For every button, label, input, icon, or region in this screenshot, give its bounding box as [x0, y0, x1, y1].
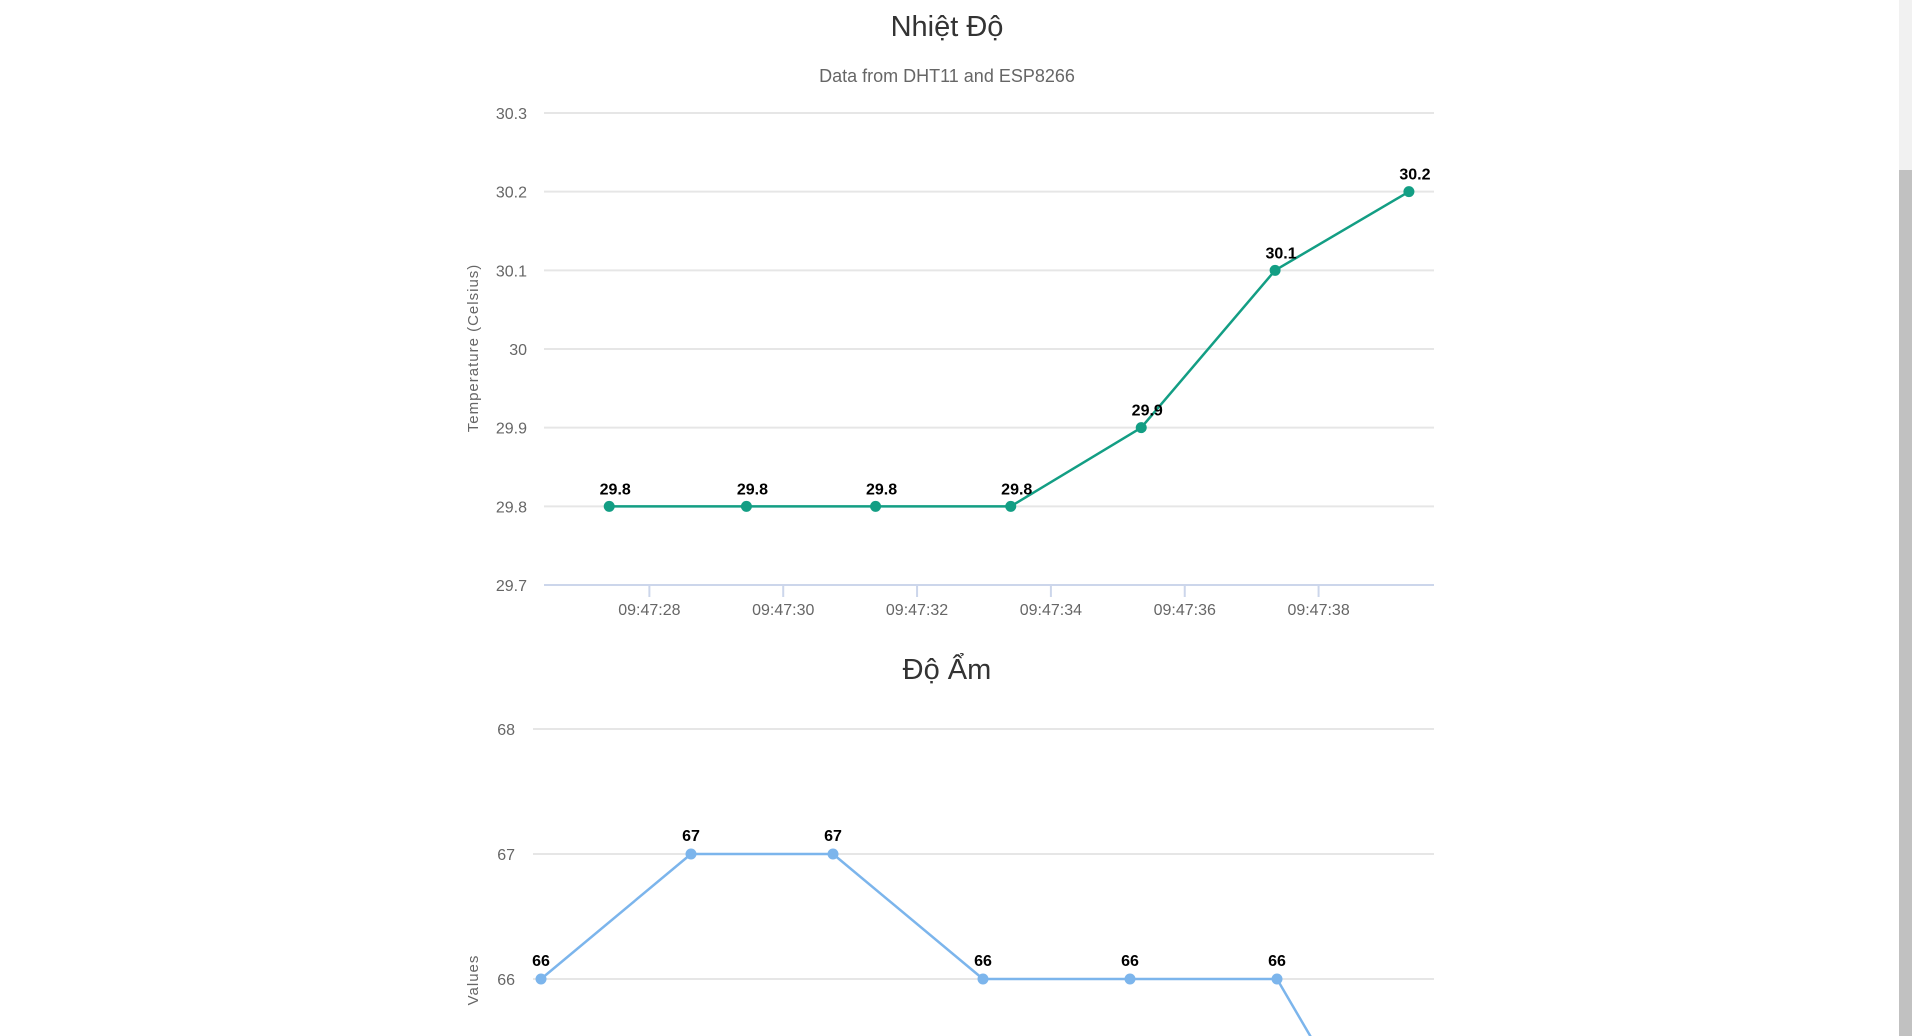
series-line — [540, 852, 1312, 1036]
data-point — [870, 500, 882, 512]
y-tick-label: 66 — [497, 972, 515, 989]
x-tick-label: 09:47:38 — [1287, 602, 1349, 619]
x-tick-label: 09:47:28 — [618, 602, 680, 619]
y-axis-ticks: 68 67 66 — [497, 722, 515, 989]
y-tick-label: 67 — [497, 847, 515, 864]
x-axis: 09:47:28 09:47:30 09:47:32 09:47:34 09:47:36… — [544, 584, 1434, 619]
data-point — [535, 973, 547, 985]
data-point — [603, 500, 615, 512]
humidity-series — [535, 848, 1312, 1036]
data-label: 29.8 — [866, 481, 897, 498]
data-point — [1271, 973, 1283, 985]
y-axis-ticks: 30.3 30.2 30.1 30 29.9 29.8 29.7 — [496, 106, 527, 595]
data-point — [827, 848, 839, 860]
data-point — [1135, 422, 1147, 434]
data-label: 30.1 — [1266, 245, 1297, 262]
y-tick-label: 30.1 — [496, 263, 527, 280]
y-tick-label: 68 — [497, 722, 515, 739]
x-tick-label: 09:47:32 — [886, 602, 948, 619]
data-point — [977, 973, 989, 985]
x-tick-label: 09:47:30 — [752, 602, 814, 619]
data-label: 66 — [974, 953, 992, 970]
grid-lines — [544, 112, 1434, 508]
data-label: 30.2 — [1399, 167, 1430, 184]
y-axis-label: Temperature (Celsius) — [465, 264, 482, 433]
data-label: 66 — [1268, 953, 1286, 970]
y-tick-label: 29.7 — [496, 578, 527, 595]
data-label: 67 — [824, 828, 842, 845]
data-point — [1005, 500, 1017, 512]
data-label: 67 — [682, 828, 700, 845]
data-point — [1269, 264, 1281, 276]
x-tick-label: 09:47:36 — [1154, 602, 1216, 619]
x-tick-label: 09:47:34 — [1020, 602, 1082, 619]
data-point — [1403, 186, 1415, 198]
data-point — [685, 848, 697, 860]
data-label: 66 — [532, 953, 550, 970]
data-label: 66 — [1121, 953, 1139, 970]
data-label: 29.8 — [737, 481, 768, 498]
y-tick-label: 29.9 — [496, 421, 527, 438]
grid-lines — [533, 728, 1434, 980]
chart-title: Độ Ẩm — [903, 652, 992, 686]
data-label: 29.8 — [1001, 481, 1032, 498]
scrollbar-thumb[interactable] — [1899, 170, 1912, 1036]
data-labels: 29.8 29.8 29.8 29.8 29.9 30.1 30.2 — [600, 167, 1431, 499]
humidity-chart: Độ Ẩm Values 68 67 66 66 67 67 66 66 66 — [465, 652, 1434, 1036]
data-label: 29.9 — [1132, 403, 1163, 420]
y-tick-label: 30 — [509, 342, 527, 359]
data-point — [1124, 973, 1136, 985]
data-point — [740, 500, 752, 512]
y-tick-label: 30.2 — [496, 185, 527, 202]
chart-subtitle: Data from DHT11 and ESP8266 — [819, 66, 1075, 86]
y-tick-label: 30.3 — [496, 106, 527, 123]
data-label: 29.8 — [600, 481, 631, 498]
y-tick-label: 29.8 — [496, 499, 527, 516]
temperature-chart: Nhiệt Độ Data from DHT11 and ESP8266 Tem… — [465, 11, 1434, 619]
data-labels: 66 67 67 66 66 66 — [532, 828, 1286, 970]
chart-title: Nhiệt Độ — [891, 11, 1004, 43]
temperature-series — [603, 186, 1415, 512]
y-axis-label: Values — [465, 955, 482, 1006]
